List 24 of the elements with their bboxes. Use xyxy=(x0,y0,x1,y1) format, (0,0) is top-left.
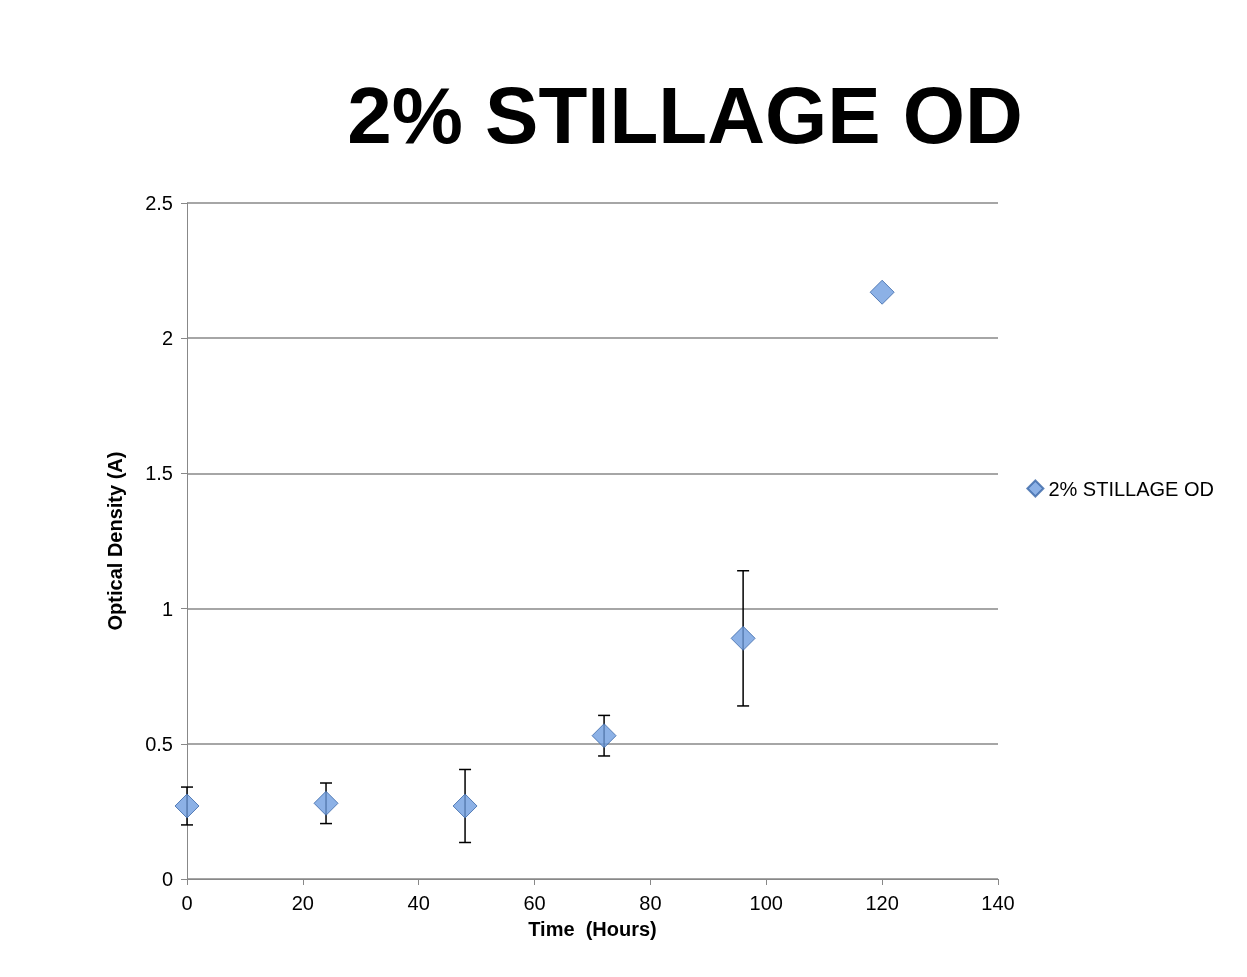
y-axis-title: Optical Density (A) xyxy=(104,451,126,631)
x-tick-label: 40 xyxy=(407,892,430,914)
y-tick-label: 2 xyxy=(161,327,173,350)
y-tick-label: 0.5 xyxy=(145,732,173,755)
point xyxy=(452,793,478,819)
point xyxy=(869,279,895,305)
x-tick-label: 60 xyxy=(523,892,546,914)
x-axis-title: Time (Hours) xyxy=(528,918,657,940)
y-tick-label: 0 xyxy=(161,868,173,890)
y-tick-label: 2.5 xyxy=(145,192,173,214)
x-tick-label: 120 xyxy=(865,892,899,914)
x-tick-label: 140 xyxy=(981,892,1015,914)
legend-label: 2% STILLAGE OD xyxy=(1048,477,1215,500)
point xyxy=(313,790,339,816)
y-tick-label: 1 xyxy=(161,597,173,620)
x-tick-label: 0 xyxy=(181,892,193,914)
point xyxy=(174,793,200,819)
point xyxy=(591,723,617,749)
x-tick-label: 100 xyxy=(749,892,783,914)
y-tick-label: 1.5 xyxy=(145,462,173,485)
point xyxy=(730,625,756,651)
x-tick-label: 20 xyxy=(291,892,314,914)
chart-title: 2% STILLAGE OD xyxy=(347,70,1023,160)
x-tick-label: 80 xyxy=(639,892,662,914)
